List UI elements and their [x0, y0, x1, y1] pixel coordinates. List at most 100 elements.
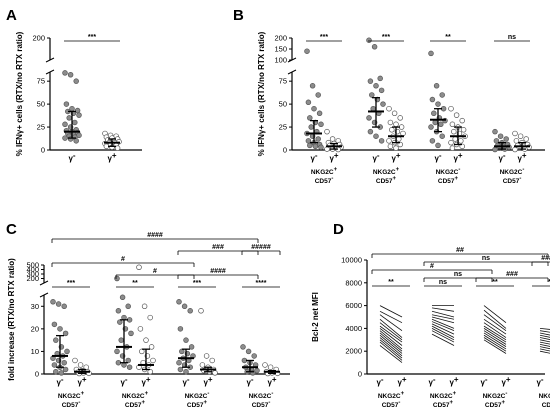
data-group: γ+: [102, 130, 122, 163]
group-label: CD57+: [438, 176, 459, 185]
gamma-label: γ-: [182, 375, 189, 387]
data-point: [267, 364, 274, 370]
group-label: NKG2C-: [249, 391, 274, 400]
paired-line: [431, 325, 455, 338]
data-point: [176, 359, 182, 366]
significance-label: ###: [506, 271, 518, 278]
data-point: [77, 362, 84, 368]
data-point: [452, 136, 458, 142]
paired-line: [483, 339, 507, 354]
data-point: [147, 314, 153, 321]
gamma-sign: +: [112, 151, 117, 160]
data-point: [50, 299, 56, 305]
significance-label: ***: [382, 34, 390, 41]
data-point: [315, 92, 321, 98]
data-point: [176, 299, 182, 305]
paired-group: γ-γ+NKG2C-CD57-: [536, 328, 550, 409]
y-tick-label: 75: [37, 77, 45, 86]
data-point: [378, 138, 385, 144]
data-point: [179, 348, 185, 355]
data-point: [115, 308, 122, 314]
data-group: γ+: [324, 128, 344, 163]
group-label: CD57-: [542, 400, 550, 409]
group-label-sign: -: [331, 176, 333, 182]
paired-line: [483, 325, 507, 341]
group-label: CD57-: [503, 176, 522, 185]
group-label-sign: -: [398, 400, 400, 406]
data-point: [62, 121, 68, 128]
data-group: γ-: [492, 128, 512, 163]
paired-line: [431, 307, 455, 312]
data-point: [367, 78, 374, 84]
y-tick-label: 30: [31, 302, 39, 311]
data-group: γ+: [386, 105, 406, 163]
group-label-sign: -: [519, 176, 521, 182]
panel-a: A 0 25 50 75 200 % IFNγ+ cells (RTX/no RTX rat…: [6, 7, 142, 163]
data-point: [387, 143, 394, 150]
group-label-sign: +: [145, 391, 149, 397]
data-point: [503, 136, 509, 142]
data-point: [318, 121, 324, 128]
data-point: [393, 121, 399, 128]
y-tick-label: 200: [32, 34, 45, 43]
data-point: [177, 326, 184, 332]
data-point: [373, 83, 379, 89]
group-label: CD57+: [125, 400, 146, 409]
paired-line: [379, 310, 403, 324]
data-point: [435, 101, 441, 107]
data-point: [448, 105, 454, 112]
data-point: [517, 133, 524, 139]
data-point: [396, 136, 402, 142]
group-label: NKG2C+: [122, 391, 149, 400]
group-label: NKG2C+: [58, 391, 85, 400]
paired-line: [431, 330, 455, 343]
data-point: [397, 115, 403, 121]
data-point: [51, 362, 58, 368]
paired-line: [431, 310, 455, 318]
y-tick-label: 500: [26, 261, 39, 270]
y-tick-label: 400: [26, 265, 39, 274]
y-tick-label: 300: [26, 270, 39, 279]
panel-label: B: [233, 7, 244, 24]
data-group: γ-: [304, 48, 324, 163]
group-label-sign: +: [401, 391, 405, 397]
group-label-sign: -: [522, 167, 524, 173]
paired-line: [539, 339, 550, 343]
y-tick-label: 0: [41, 146, 45, 155]
group-label-sign: +: [502, 400, 506, 406]
data-point: [429, 138, 436, 144]
group-label: NKG2C-: [500, 167, 525, 176]
data-point: [429, 96, 436, 103]
y-tick-label: 150: [274, 45, 287, 54]
data-point: [391, 110, 398, 117]
paired-line: [539, 330, 550, 333]
data-point: [245, 348, 252, 355]
gamma-label: γ+: [391, 151, 400, 163]
data-point: [137, 326, 144, 332]
data-group: γ+: [72, 357, 92, 387]
paired-line: [379, 325, 403, 343]
gamma-sign: -: [187, 375, 190, 384]
data-point: [451, 128, 457, 135]
data-group: γ-: [176, 299, 196, 387]
data-point: [199, 362, 206, 368]
paired-line: [379, 337, 403, 357]
group-label: CD57-: [382, 400, 401, 409]
paired-line: [539, 350, 550, 354]
paired-line: [483, 318, 507, 335]
data-point: [309, 83, 316, 89]
y-axis-label: % IFNγ+ cells (RTX/no RTX ratio): [257, 31, 266, 156]
data-point: [329, 136, 336, 142]
significance-label: ***: [320, 34, 328, 41]
data-group: γ+: [136, 264, 156, 387]
gamma-sign: +: [522, 151, 527, 160]
gamma-label: γ+: [501, 375, 510, 387]
gamma-sign: +: [208, 375, 213, 384]
data-point: [251, 353, 257, 359]
data-point: [66, 115, 72, 121]
group-label: NKG2C-: [483, 391, 508, 400]
data-point: [433, 83, 440, 89]
group-label-sign: +: [455, 176, 459, 182]
data-group: γ+: [512, 130, 532, 163]
